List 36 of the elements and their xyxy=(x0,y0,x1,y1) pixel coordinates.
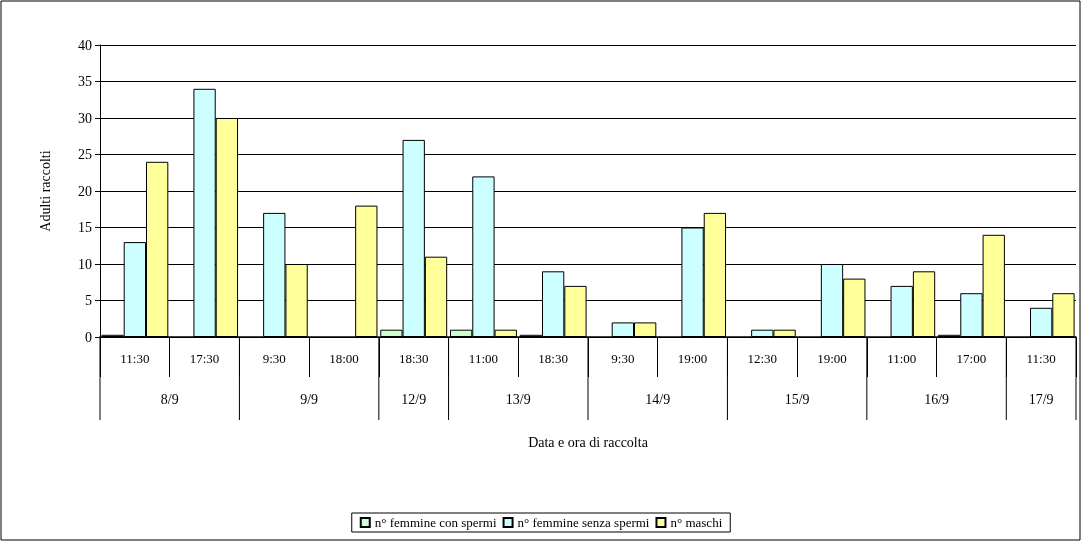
x-tick-label: 19:00 xyxy=(677,351,708,366)
x-tick-label: 9:30 xyxy=(262,351,286,366)
x-axis-title: Data e ora di raccolta xyxy=(528,434,649,450)
x-tick-label: 18:00 xyxy=(329,351,359,366)
x-tick-label: 11:30 xyxy=(120,351,150,366)
y-tick-label: 35 xyxy=(78,74,92,89)
x-tick-label: 19:00 xyxy=(817,351,847,366)
x-tick-label: 11:00 xyxy=(887,351,917,366)
legend-label: n° femmine senza spermi xyxy=(517,515,650,530)
text: 12/9 xyxy=(401,391,427,407)
text: 8/9 xyxy=(160,391,179,407)
y-axis-title: Adulti raccolti xyxy=(37,150,53,232)
y-tick-label: 25 xyxy=(78,147,92,162)
y-tick-label: 15 xyxy=(78,220,92,235)
y-tick-label: 10 xyxy=(78,256,92,272)
x-tick-label: 17:00 xyxy=(956,351,987,366)
y-tick-label: 20 xyxy=(78,183,92,199)
y-tick-label: 40 xyxy=(78,37,92,53)
text: 17/9 xyxy=(1028,391,1054,407)
x-tick-label: 18:30 xyxy=(538,351,568,366)
text: 15/9 xyxy=(784,391,810,407)
y-tick-label: 30 xyxy=(78,110,92,126)
legend-label: n° femmine con spermi xyxy=(374,515,497,530)
x-tick-label: 9:30 xyxy=(611,351,635,366)
legend-label: n° maschi xyxy=(670,515,723,530)
x-tick-label: 12:30 xyxy=(747,351,778,366)
x-tick-label: 18:30 xyxy=(398,351,429,366)
x-tick-label: 11:30 xyxy=(1026,351,1056,366)
x-tick-label: 11:00 xyxy=(468,351,498,366)
x-tick-label: 17:30 xyxy=(189,351,220,366)
text: 16/9 xyxy=(924,391,950,407)
text: 13/9 xyxy=(505,391,531,407)
text: 9/9 xyxy=(300,391,319,407)
y-tick-label: 5 xyxy=(85,293,92,308)
text: 14/9 xyxy=(645,391,671,407)
y-tick-label: 0 xyxy=(85,329,92,345)
